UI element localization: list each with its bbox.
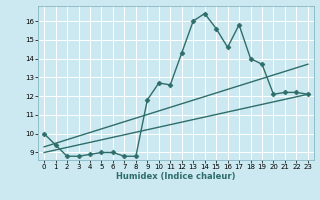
X-axis label: Humidex (Indice chaleur): Humidex (Indice chaleur) [116,172,236,181]
